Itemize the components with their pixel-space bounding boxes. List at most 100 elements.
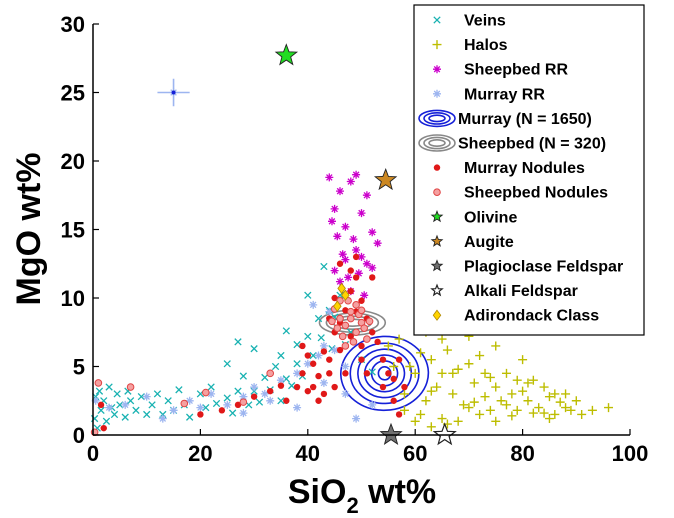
- point-halos: [550, 389, 560, 399]
- point-veins: [239, 372, 248, 380]
- point-halos: [534, 403, 544, 413]
- point-halos: [437, 368, 447, 378]
- point-murray-rr: [325, 307, 334, 316]
- point-sheepbed-rr: [328, 217, 336, 226]
- point-murray-rr: [185, 396, 194, 405]
- point-sheepbed-rr: [352, 170, 361, 179]
- point-murray-rr: [330, 346, 339, 355]
- point-sheepbed-rr: [362, 259, 371, 268]
- point-halos: [416, 348, 426, 358]
- contour-ring: [357, 348, 413, 399]
- point-halos: [507, 411, 517, 421]
- legend-marker: [430, 234, 444, 247]
- point-murray-nodules: [315, 372, 322, 380]
- legend-label: Alkali Feldspar: [464, 283, 578, 300]
- point-halos: [475, 409, 485, 419]
- series-augite: [373, 167, 398, 191]
- error-bar: [157, 78, 190, 107]
- point-veins: [175, 386, 183, 394]
- point-murray-rr: [368, 400, 377, 409]
- point-halos: [421, 396, 431, 406]
- point-halos: [528, 408, 538, 418]
- series-adirondack-class: [333, 282, 350, 312]
- point-halos: [604, 403, 614, 413]
- point-veins: [234, 387, 242, 395]
- point-sheepbed-nodules: [126, 383, 135, 391]
- point-halos: [437, 334, 447, 344]
- point-halos: [453, 364, 463, 374]
- point-sheepbed-nodules: [352, 301, 360, 309]
- series-halos: [383, 327, 614, 432]
- legend-marker: [433, 89, 441, 98]
- point-veins: [320, 262, 328, 271]
- point-murray-nodules: [218, 407, 226, 414]
- point-sheepbed-rr: [341, 222, 350, 231]
- x-tick-label: 0: [87, 441, 99, 466]
- legend-marker: [433, 65, 441, 74]
- legend-label: Olivine: [464, 209, 517, 226]
- point-veins: [110, 410, 119, 419]
- point-sheepbed-rr: [368, 228, 377, 237]
- point-augite: [373, 167, 398, 191]
- point-veins: [148, 401, 156, 409]
- point-halos: [448, 389, 458, 399]
- point-murray-nodules: [369, 274, 376, 281]
- point-halos: [410, 416, 420, 426]
- point-sheepbed-nodules: [360, 324, 368, 332]
- point-sheepbed-nodules: [341, 342, 350, 350]
- point-murray-nodules: [374, 338, 381, 346]
- point-murray-nodules: [352, 274, 360, 281]
- point-halos: [426, 355, 436, 365]
- point-sheepbed-rr: [357, 252, 366, 261]
- point-murray-nodules: [358, 356, 365, 363]
- point-sheepbed-nodules: [365, 317, 374, 326]
- point-murray-rr: [250, 383, 259, 392]
- legend-box: [413, 4, 645, 336]
- legend-item: Sheepbed Nodules: [433, 185, 608, 202]
- point-murray-nodules: [320, 390, 328, 398]
- point-murray-rr: [105, 403, 114, 412]
- point-murray-rr: [314, 351, 323, 360]
- point-veins: [186, 413, 194, 421]
- point-halos: [501, 400, 511, 410]
- point-halos: [399, 389, 409, 399]
- legend-item: Murray Nodules: [433, 160, 585, 177]
- legend-contour-symbol: [418, 134, 456, 152]
- series-murray-rr: [91, 88, 377, 423]
- point-murray-rr: [309, 300, 318, 309]
- point-murray-nodules: [299, 342, 306, 350]
- point-murray-nodules: [309, 383, 317, 391]
- point-halos: [405, 362, 415, 371]
- point-sheepbed-rr: [357, 209, 366, 218]
- point-murray-nodules: [97, 401, 105, 409]
- legend-marker: [430, 259, 444, 272]
- point-sheepbed-nodules: [338, 332, 347, 341]
- point-plagioclase-feldspar: [379, 422, 403, 445]
- legend-item: Halos: [432, 37, 508, 54]
- legend-marker: [432, 309, 442, 321]
- point-veins: [212, 399, 221, 408]
- point-sheepbed-rr: [362, 191, 371, 200]
- x-tick-label: 20: [188, 441, 212, 466]
- point-halos: [555, 397, 565, 407]
- point-sheepbed-rr: [330, 266, 339, 275]
- point-sheepbed-rr: [336, 187, 344, 196]
- point-sheepbed-nodules: [333, 324, 342, 332]
- point-murray-rr: [223, 400, 232, 409]
- point-halos: [442, 345, 452, 355]
- legend-item: Sheepbed (N = 320): [418, 134, 606, 153]
- legend-item: Augite: [430, 234, 514, 251]
- point-sheepbed-nodules: [266, 369, 275, 378]
- point-murray-nodules: [390, 397, 397, 404]
- point-sheepbed-rr: [349, 235, 358, 244]
- point-halos: [459, 400, 469, 410]
- point-sheepbed-nodules: [352, 328, 360, 337]
- point-sheepbed-nodules: [336, 314, 344, 323]
- point-murray-nodules: [283, 397, 290, 404]
- legend-marker: [433, 188, 441, 196]
- legend-contour-symbol: [423, 136, 451, 150]
- point-halos: [496, 396, 506, 406]
- point-halos: [544, 414, 554, 424]
- point-veins: [234, 338, 242, 346]
- point-murray-rr: [260, 389, 269, 398]
